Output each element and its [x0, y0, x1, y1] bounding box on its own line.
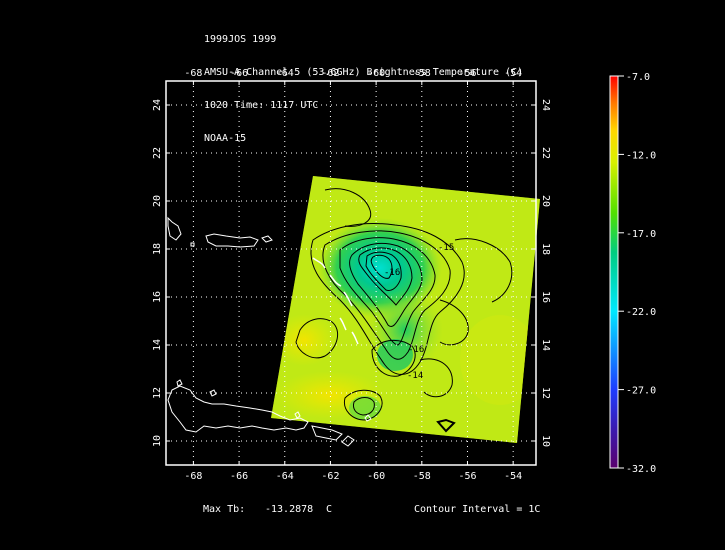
lon-tick-label-bottom: -54	[504, 471, 522, 482]
bonaire	[209, 389, 217, 397]
colorbar-ramp	[610, 76, 618, 468]
graticule	[166, 81, 536, 465]
title-line-date: 1999JOS 1999	[204, 34, 277, 45]
hispaniola-coast	[167, 216, 182, 241]
lon-tick-label-top: -66	[230, 68, 248, 79]
colorbar-tick-label: -22.0	[626, 307, 656, 318]
contour-lines	[295, 188, 513, 433]
curacao	[176, 379, 183, 387]
virgin-islands	[261, 235, 273, 243]
coast-east	[311, 425, 343, 441]
title-line-product: AMSU-A Channel 5 (53.6GHz) Brightness Te…	[204, 67, 524, 78]
lat-tick-label-left: 22	[152, 147, 163, 159]
lon-tick-label-top: -64	[276, 68, 294, 79]
warm-area-west	[272, 314, 336, 366]
warm-area-east	[460, 315, 540, 405]
lon-tick-label-top: -58	[413, 68, 431, 79]
lat-tick-label-left: 16	[152, 291, 163, 303]
lon-tick-label-top: -62	[321, 68, 339, 79]
colorbar-tick-label: -27.0	[626, 386, 656, 397]
colorbar-frame	[609, 75, 619, 469]
lon-tick-label-bottom: -56	[458, 471, 476, 482]
cold-blob-south	[377, 339, 413, 371]
max-tb-unit: C	[326, 504, 332, 515]
brightness-swath	[271, 176, 540, 443]
map-frame	[165, 80, 537, 466]
lon-tick-label-top: -54	[504, 68, 522, 79]
contour-label: -16	[408, 345, 424, 355]
max-tb-label: Max Tb:	[203, 504, 245, 515]
lat-tick-label-right: 24	[540, 99, 551, 111]
lon-tick-label-bottom: -62	[321, 471, 339, 482]
lat-tick-label-left: 10	[152, 435, 163, 447]
white-marks	[312, 257, 359, 345]
colorbar-tick-labels: -7.0 -12.0 -17.0 -22.0 -27.0 -32.0	[618, 72, 656, 475]
footer: Max Tb: -13.2878 C Contour Interval = 1C	[203, 504, 540, 515]
lon-tick-label-top: -60	[367, 68, 385, 79]
trinidad-coast	[341, 435, 355, 447]
lat-tick-label-left: 14	[152, 339, 163, 351]
lon-tick-label-top: -68	[184, 68, 202, 79]
colorbar-tick-label: -17.0	[626, 229, 656, 240]
lat-tick-label-left: 12	[152, 387, 163, 399]
lat-tick-label-left: 20	[152, 195, 163, 207]
coastlines	[167, 216, 372, 447]
lon-tick-label-bottom: -68	[184, 471, 202, 482]
lon-tick-label-bottom: -60	[367, 471, 385, 482]
lat-tick-label-right: 16	[540, 291, 551, 303]
contour-label: -14	[407, 371, 423, 381]
venezuela-coast	[167, 385, 309, 433]
contour-label: -15	[438, 243, 454, 253]
colorbar-tick-label: -12.0	[626, 150, 656, 161]
lon-tick-label-bottom: -66	[230, 471, 248, 482]
lat-tick-label-left: 18	[152, 243, 163, 255]
title-line-satellite: NOAA-15	[204, 133, 247, 144]
puerto-rico-coast	[205, 233, 259, 248]
lat-tick-label-right: 20	[540, 195, 551, 207]
colorbar-tick-label: -32.0	[626, 464, 656, 475]
contour-label: -16	[384, 268, 400, 278]
tick-labels: -68 -68 -66 -66 -64 -64 -62 -62 -60 -60 -58 -58 -56 -…	[152, 68, 551, 482]
contour-interval: Contour Interval = 1C	[414, 504, 540, 515]
contour-label-group: -15 -16 -14 -16	[384, 243, 454, 381]
lon-tick-label-bottom: -58	[413, 471, 431, 482]
lat-tick-label-right: 12	[540, 387, 551, 399]
lon-tick-label-bottom: -64	[276, 471, 294, 482]
lat-tick-label-right: 22	[540, 147, 551, 159]
max-tb-value: -13.2878	[265, 504, 313, 515]
margarita	[294, 411, 301, 419]
lat-tick-label-right: 10	[540, 435, 551, 447]
mona-island	[190, 242, 195, 247]
lat-tick-label-left: 24	[152, 99, 163, 111]
cold-blob-southwest	[349, 396, 381, 420]
colorbar-tick-label: -7.0	[626, 72, 650, 83]
colorbar: -7.0 -12.0 -17.0 -22.0 -27.0 -32.0	[609, 72, 656, 475]
tobago	[364, 414, 372, 422]
lon-tick-label-top: -56	[458, 68, 476, 79]
lat-tick-label-right: 14	[540, 339, 551, 351]
lat-tick-label-right: 18	[540, 243, 551, 255]
